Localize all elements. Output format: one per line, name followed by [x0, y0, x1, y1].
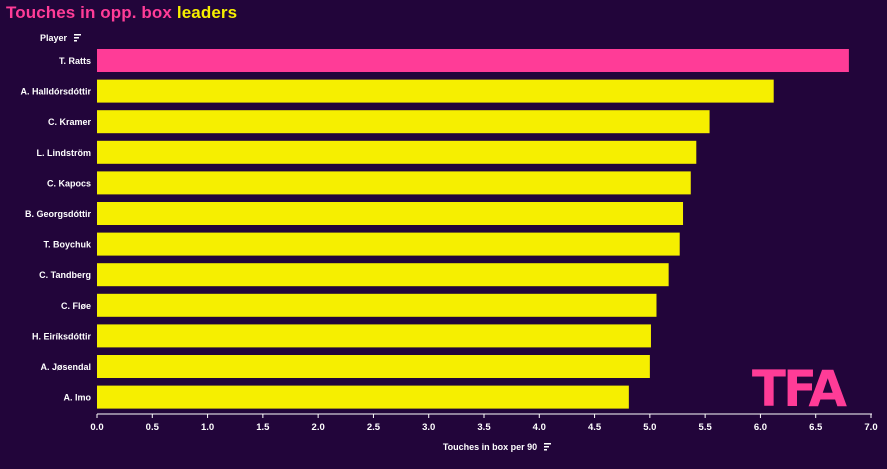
- chart-title: Touches in opp. box leaders: [6, 3, 237, 23]
- title-part1: Touches in opp. box: [6, 3, 172, 22]
- x-tick-label-10: 5.0: [643, 422, 656, 433]
- x-tick-label-14: 7.0: [864, 422, 877, 433]
- x-tick-label-2: 1.0: [201, 422, 214, 433]
- bar-8: [97, 293, 657, 317]
- bar-5: [97, 202, 684, 225]
- x-tick-label-11: 5.5: [699, 422, 713, 433]
- bar-11: [97, 385, 629, 409]
- category-label-5: B. Georgsdóttir: [25, 209, 91, 219]
- category-label-1: A. Halldórsdóttir: [20, 87, 91, 97]
- category-label-8: C. Fløe: [61, 301, 91, 311]
- title-part2: leaders: [176, 3, 238, 22]
- x-axis-title-group: Touches in box per 90: [443, 442, 551, 452]
- x-tick-label-9: 4.5: [588, 422, 602, 433]
- category-label-11: A. Imo: [63, 393, 91, 403]
- x-tick-label-4: 2.0: [312, 422, 325, 433]
- x-tick-label-5: 2.5: [367, 422, 381, 433]
- bar-0: [97, 49, 849, 72]
- bar-7: [97, 263, 669, 287]
- bar-6: [97, 232, 680, 256]
- bars-group: [97, 49, 849, 409]
- category-labels: T. Ratts A. Halldórsdóttir C. Kramer L. Lin…: [20, 56, 92, 403]
- category-label-3: L. Lindström: [37, 148, 92, 158]
- bar-1: [97, 79, 774, 103]
- sort-icon: [74, 34, 81, 42]
- x-axis-label: Touches in box per 90: [443, 442, 537, 452]
- x-tick-label-6: 3.0: [422, 422, 435, 433]
- category-label-0: T. Ratts: [59, 56, 91, 66]
- bar-10: [97, 355, 650, 378]
- x-tick-label-13: 6.5: [809, 422, 823, 433]
- bar-3: [97, 140, 697, 164]
- y-axis-header: Player: [40, 33, 81, 43]
- x-tick-label-3: 1.5: [256, 422, 270, 433]
- category-label-4: C. Kapocs: [47, 178, 91, 188]
- category-label-9: H. Eiríksdóttir: [32, 331, 92, 341]
- category-label-2: C. Kramer: [48, 117, 92, 127]
- bar-9: [97, 324, 651, 348]
- x-axis: 0.0 0.5 1.0 1.5 2.0 2.5 3.0 3.5 4.0 4.5 5.0 5.5 6.0 6…: [90, 413, 878, 433]
- category-label-10: A. Jøsendal: [40, 362, 91, 372]
- x-tick-label-8: 4.0: [533, 422, 546, 433]
- logo-text: TFA: [752, 360, 848, 418]
- sort-icon: [544, 443, 551, 451]
- bar-4: [97, 171, 691, 195]
- category-label-6: T. Boychuk: [43, 240, 92, 250]
- y-axis-label: Player: [40, 33, 68, 43]
- category-label-7: C. Tandberg: [39, 270, 91, 280]
- bar-2: [97, 110, 710, 134]
- tfa-logo: TFA: [752, 360, 851, 418]
- x-tick-label-1: 0.5: [146, 422, 160, 433]
- x-tick-label-12: 6.0: [754, 422, 767, 433]
- x-tick-label-0: 0.0: [90, 422, 103, 433]
- x-tick-label-7: 3.5: [477, 422, 491, 433]
